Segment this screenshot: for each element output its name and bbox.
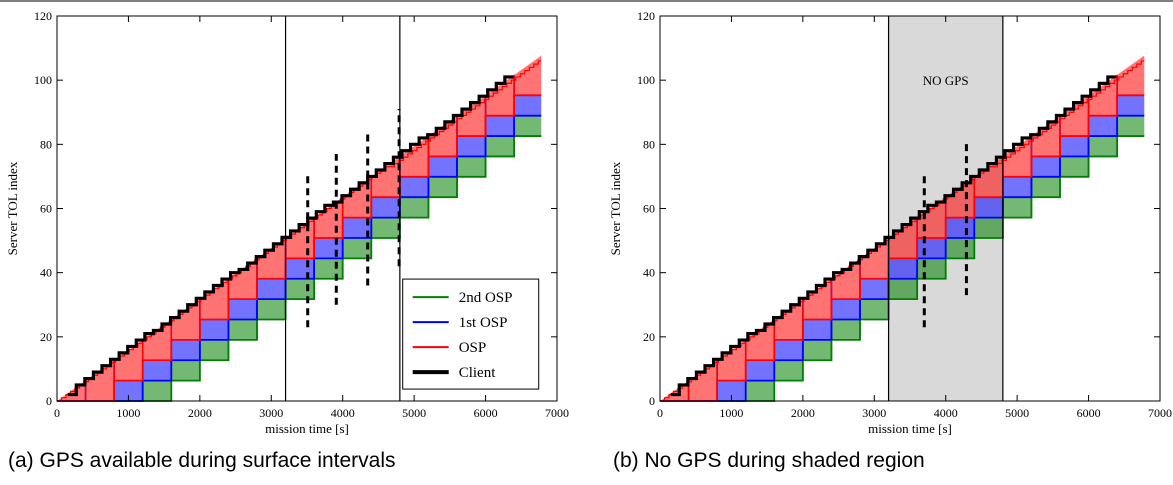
legend: 2nd OSP 1st OSP OSP Client <box>402 278 540 390</box>
first-osp-line <box>57 114 542 402</box>
x-tick-label: 6000 <box>474 406 498 420</box>
x-tick-label: 2000 <box>791 406 815 420</box>
chart-b: NO GPS 0 1000 2000 3000 4000 5000 6000 7000 0 20 40… <box>608 9 1172 436</box>
y-tick-label: 120 <box>34 9 52 23</box>
y-axis-label: Server TOL index <box>608 161 623 255</box>
legend-label: OSP <box>459 340 487 356</box>
y-tick-label: 60 <box>40 202 52 216</box>
y-tick-label: 60 <box>643 202 655 216</box>
legend-label: 2nd OSP <box>459 290 513 306</box>
y-tick-label: 0 <box>46 394 52 408</box>
figure-canvas: 0 1000 2000 3000 4000 5000 6000 700002040608010… <box>0 0 1173 436</box>
x-tick-label: 5000 <box>1005 406 1029 420</box>
x-tick-label: 1000 <box>719 406 743 420</box>
first-osp-band <box>57 95 542 401</box>
client-line <box>670 75 1117 397</box>
x-tick-label: 0 <box>657 406 663 420</box>
y-tick-label: 20 <box>40 330 52 344</box>
second-osp-band <box>660 115 1145 401</box>
x-tick-label: 0 <box>54 406 60 420</box>
first-osp-band <box>660 95 1145 401</box>
client-line <box>67 75 514 397</box>
x-tick-label: 1000 <box>116 406 140 420</box>
legend-label: Client <box>459 365 496 381</box>
caption-b: (b) No GPS during shaded region <box>613 449 925 472</box>
x-tick-label: 2000 <box>188 406 212 420</box>
x-tick-label: 3000 <box>862 406 886 420</box>
second-osp-band <box>57 115 542 401</box>
x-tick-label: 4000 <box>331 406 355 420</box>
y-tick-label: 100 <box>34 73 52 87</box>
y-tick-label: 80 <box>643 137 655 151</box>
y-axis-label: Server TOL index <box>5 161 20 255</box>
y-tick-label: 0 <box>649 394 655 408</box>
legend-label: 1st OSP <box>459 315 508 331</box>
x-axis-label: mission time [s] <box>868 421 952 436</box>
x-tick-label: 6000 <box>1077 406 1101 420</box>
x-tick-label: 3000 <box>259 406 283 420</box>
y-tick-label: 40 <box>643 266 655 280</box>
x-tick-label: 5000 <box>402 406 426 420</box>
chart-a: 0 1000 2000 3000 4000 5000 6000 7000 0 20 40 60 80 10… <box>5 9 569 436</box>
osp-line <box>660 94 1145 402</box>
x-tick-label: 7000 <box>1148 406 1172 420</box>
caption-a: (a) GPS available during surface interva… <box>8 449 396 472</box>
y-tick-label: 40 <box>40 266 52 280</box>
y-tick-label: 80 <box>40 137 52 151</box>
osp-line <box>57 94 542 402</box>
y-tick-label: 120 <box>637 9 655 23</box>
x-tick-label: 4000 <box>934 406 958 420</box>
first-osp-line <box>660 114 1145 402</box>
x-axis-label: mission time [s] <box>265 421 349 436</box>
x-tick-label: 7000 <box>545 406 569 420</box>
y-tick-label: 20 <box>643 330 655 344</box>
shaded-region-label: NO GPS <box>923 73 969 88</box>
y-tick-label: 100 <box>637 73 655 87</box>
